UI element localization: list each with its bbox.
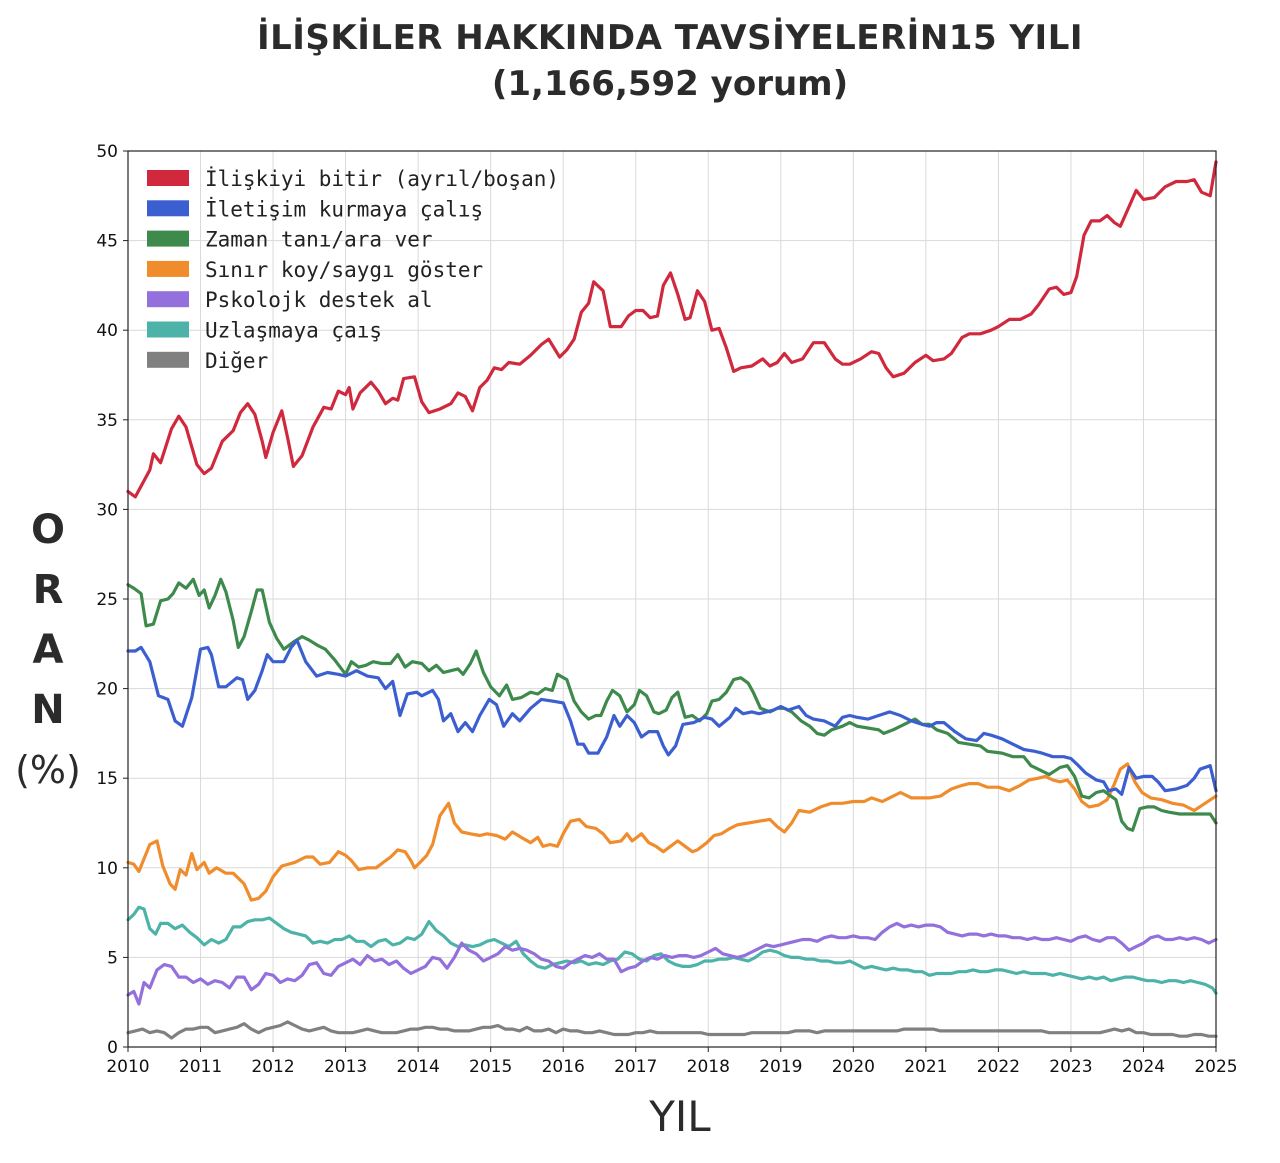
legend-swatch xyxy=(147,260,189,277)
x-tick-label: 2022 xyxy=(977,1057,1020,1077)
y-tick-label: 5 xyxy=(107,948,118,968)
x-tick-label: 2012 xyxy=(251,1057,294,1077)
x-tick-label: 2014 xyxy=(397,1057,440,1077)
y-axis-label-letter-2: R xyxy=(32,567,64,613)
legend-label: Sınır koy/saygı göster xyxy=(205,258,483,282)
legend-label: Zaman tanı/ara ver xyxy=(205,228,433,252)
x-tick-label: 2010 xyxy=(106,1057,149,1077)
legend-label: İletişim kurmaya çalış xyxy=(205,196,483,221)
axis-ticks: 2010 2011 2012 2013 2014 2015 2016 2017 2018 2019… xyxy=(96,142,1237,1077)
x-tick-label: 2020 xyxy=(832,1057,875,1077)
legend: İlişkiyi bitir (ayrıl/boşan) İletişim kur… xyxy=(147,166,559,373)
y-tick-label: 50 xyxy=(96,142,118,162)
series-line-1 xyxy=(126,160,1218,499)
y-tick-label: 15 xyxy=(96,769,118,789)
y-tick-label: 20 xyxy=(96,680,118,700)
x-tick-label: 2025 xyxy=(1194,1057,1237,1077)
y-axis-label-letter-1: O xyxy=(30,507,65,553)
legend-swatch xyxy=(147,321,189,338)
x-tick-label: 2018 xyxy=(687,1057,730,1077)
y-tick-label: 45 xyxy=(96,232,118,252)
y-tick-label: 25 xyxy=(96,590,118,610)
legend-swatch xyxy=(147,351,189,368)
x-tick-label: 2015 xyxy=(469,1057,512,1077)
series-line-4 xyxy=(126,762,1218,902)
legend-label: Diğer xyxy=(205,349,268,373)
x-tick-label: 2013 xyxy=(324,1057,367,1077)
grid-lines xyxy=(127,151,1217,1047)
chart-subtitle: (1,166,592 yorum) xyxy=(491,64,849,104)
legend-swatch xyxy=(147,230,189,247)
x-tick-label: 2011 xyxy=(179,1057,222,1077)
series-line-6 xyxy=(126,905,1218,995)
legend-label: Uzlaşmaya çaış xyxy=(205,319,382,343)
series-line-3 xyxy=(126,577,1218,832)
series-line-2 xyxy=(126,638,1218,796)
series-line-5 xyxy=(126,921,1218,1006)
x-tick-label: 2017 xyxy=(614,1057,657,1077)
y-axis-label: O R A N (%) xyxy=(8,500,88,800)
legend-swatch xyxy=(147,170,189,186)
y-tick-label: 40 xyxy=(96,321,118,341)
x-tick-label: 2021 xyxy=(904,1057,947,1077)
legend-swatch xyxy=(147,200,189,217)
legend-label: Pskolojk destek al xyxy=(205,288,433,312)
y-tick-label: 30 xyxy=(96,500,118,520)
y-axis-label-letter-4: N xyxy=(31,687,65,733)
series-lines xyxy=(126,160,1218,1040)
y-tick-label: 35 xyxy=(96,411,118,431)
y-axis-label-unit: (%) xyxy=(15,748,81,792)
x-tick-label: 2024 xyxy=(1122,1057,1165,1077)
x-tick-label: 2023 xyxy=(1049,1057,1092,1077)
legend-swatch xyxy=(147,291,189,308)
chart-title: İLİŞKİLER HAKKINDA TAVSİYELERİN15 YILI xyxy=(256,18,1084,58)
y-axis-label-letter-3: A xyxy=(32,627,64,673)
x-tick-label: 2019 xyxy=(759,1057,802,1077)
legend-label: İlişkiyi bitir (ayrıl/boşan) xyxy=(205,166,559,191)
y-tick-label: 0 xyxy=(107,1038,118,1058)
x-tick-label: 2016 xyxy=(542,1057,585,1077)
y-tick-label: 10 xyxy=(96,859,118,879)
x-axis-label: YIL xyxy=(649,1092,711,1141)
series-line-7 xyxy=(126,1020,1218,1040)
